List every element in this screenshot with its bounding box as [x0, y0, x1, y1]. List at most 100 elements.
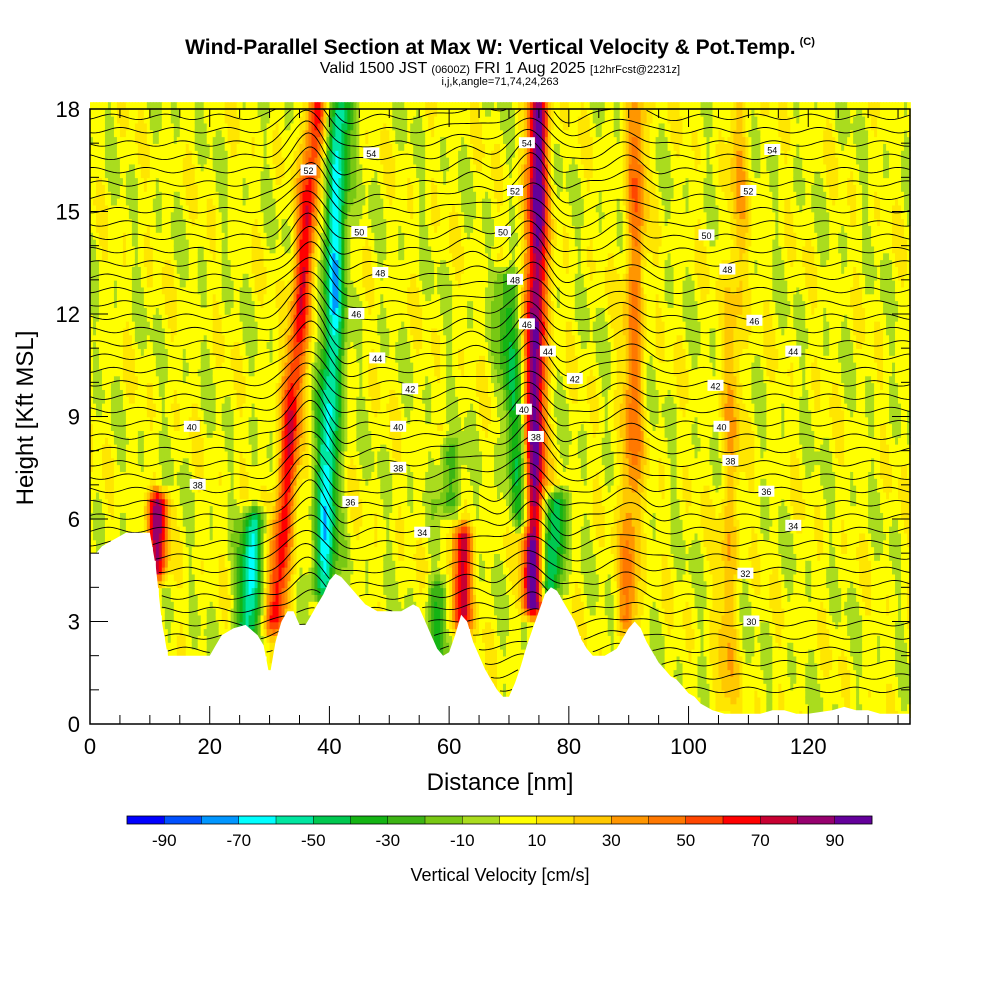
- velocity-cell: [236, 334, 241, 343]
- velocity-cell: [242, 204, 247, 213]
- velocity-cell: [233, 225, 238, 233]
- velocity-cell: [203, 143, 208, 151]
- velocity-cell: [233, 102, 238, 110]
- velocity-cell: [200, 601, 205, 609]
- velocity-cell: [221, 232, 226, 240]
- velocity-cell: [194, 286, 199, 295]
- velocity-cell: [194, 601, 199, 609]
- velocity-cell: [119, 437, 124, 445]
- velocity-cell: [212, 525, 217, 534]
- velocity-cell: [90, 512, 94, 520]
- velocity-cell: [188, 573, 193, 582]
- velocity-cell: [236, 580, 241, 589]
- velocity-cell: [113, 170, 118, 179]
- velocity-cell: [191, 279, 196, 288]
- velocity-cell: [239, 546, 244, 554]
- velocity-cell: [209, 491, 214, 500]
- velocity-cell: [218, 484, 223, 493]
- velocity-cell: [149, 375, 154, 384]
- velocity-cell: [218, 314, 223, 322]
- velocity-cell: [116, 519, 121, 527]
- velocity-cell: [92, 184, 97, 192]
- velocity-cell: [143, 293, 148, 302]
- velocity-cell: [125, 457, 130, 466]
- velocity-cell: [209, 122, 214, 131]
- velocity-cell: [161, 136, 166, 144]
- velocity-cell: [215, 177, 220, 185]
- velocity-cell: [119, 409, 124, 418]
- velocity-cell: [173, 238, 178, 247]
- velocity-cell: [185, 197, 190, 206]
- velocity-cell: [92, 478, 97, 486]
- velocity-cell: [167, 621, 172, 630]
- velocity-cell: [236, 553, 241, 561]
- velocity-cell: [161, 293, 166, 302]
- velocity-cell: [224, 580, 229, 589]
- velocity-cell: [167, 300, 172, 308]
- velocity-cell: [236, 204, 241, 213]
- velocity-cell: [194, 498, 199, 507]
- velocity-cell: [137, 266, 142, 274]
- velocity-cell: [155, 232, 160, 240]
- velocity-cell: [224, 184, 229, 192]
- velocity-cell: [236, 225, 241, 233]
- velocity-cell: [206, 102, 211, 110]
- velocity-cell: [191, 266, 196, 274]
- velocity-cell: [155, 519, 160, 527]
- velocity-cell: [170, 320, 175, 329]
- velocity-cell: [224, 498, 229, 507]
- velocity-cell: [230, 361, 235, 370]
- velocity-cell: [104, 375, 109, 384]
- velocity-cell: [104, 232, 109, 240]
- velocity-cell: [152, 232, 157, 240]
- velocity-cell: [158, 573, 163, 582]
- velocity-cell: [191, 293, 196, 302]
- velocity-cell: [95, 218, 100, 226]
- velocity-cell: [90, 361, 94, 370]
- velocity-cell: [149, 218, 154, 226]
- velocity-cell: [125, 177, 130, 185]
- velocity-cell: [224, 539, 229, 548]
- velocity-cell: [164, 402, 169, 411]
- velocity-cell: [167, 566, 172, 575]
- velocity-cell: [215, 279, 220, 288]
- velocity-cell: [152, 478, 157, 486]
- velocity-cell: [218, 191, 223, 199]
- velocity-cell: [197, 238, 202, 247]
- velocity-cell: [206, 361, 211, 370]
- velocity-cell: [230, 314, 235, 322]
- velocity-cell: [215, 286, 220, 295]
- velocity-cell: [128, 307, 133, 315]
- velocity-cell: [143, 156, 148, 165]
- velocity-cell: [245, 621, 250, 630]
- velocity-cell: [185, 320, 190, 329]
- velocity-cell: [215, 293, 220, 302]
- velocity-cell: [92, 156, 97, 165]
- velocity-cell: [197, 218, 202, 226]
- velocity-cell: [206, 273, 211, 281]
- velocity-cell: [143, 300, 148, 308]
- velocity-cell: [92, 539, 97, 548]
- velocity-cell: [224, 525, 229, 534]
- velocity-cell: [92, 307, 97, 315]
- velocity-cell: [98, 143, 103, 151]
- velocity-cell: [173, 396, 178, 404]
- velocity-cell: [224, 505, 229, 513]
- velocity-cell: [134, 348, 139, 356]
- velocity-cell: [122, 320, 127, 329]
- velocity-cell: [170, 136, 175, 144]
- velocity-cell: [236, 279, 241, 288]
- velocity-cell: [92, 238, 97, 247]
- velocity-cell: [164, 197, 169, 206]
- velocity-cell: [233, 573, 238, 582]
- velocity-cell: [128, 382, 133, 390]
- velocity-cell: [233, 587, 238, 595]
- velocity-cell: [131, 443, 136, 452]
- velocity-cell: [227, 505, 232, 513]
- velocity-cell: [218, 109, 223, 117]
- velocity-cell: [134, 129, 139, 138]
- velocity-cell: [191, 177, 196, 185]
- velocity-cell: [110, 300, 115, 308]
- chart-title-main: Wind-Parallel Section at Max W: Vertical…: [185, 36, 796, 59]
- velocity-cell: [230, 430, 235, 438]
